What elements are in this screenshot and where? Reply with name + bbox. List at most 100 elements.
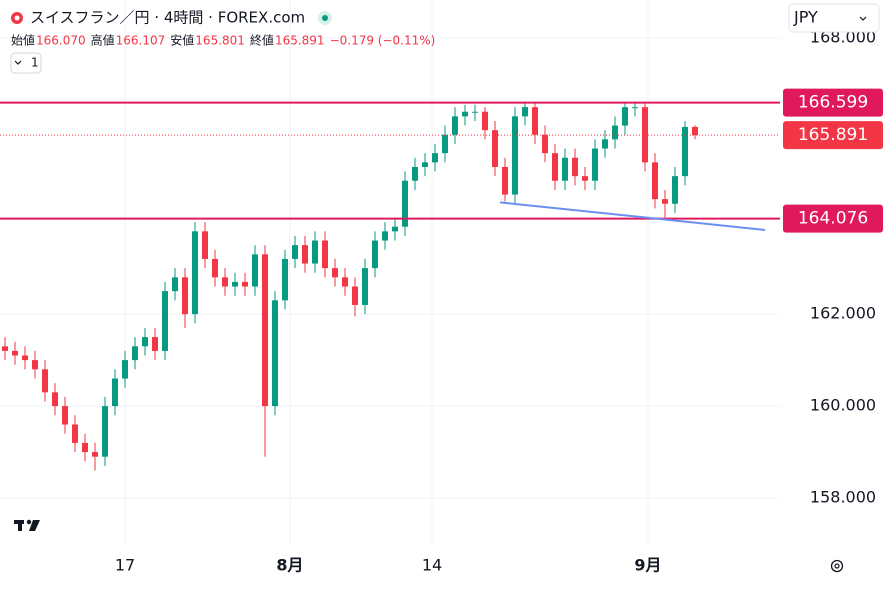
candle-body — [292, 245, 298, 259]
candle-body — [432, 153, 438, 163]
candle-body — [402, 180, 408, 227]
candle-body — [92, 452, 98, 457]
settings-icon[interactable] — [830, 559, 844, 573]
candle-body — [472, 111, 478, 113]
candle-body — [262, 254, 268, 407]
candle-body — [672, 176, 678, 204]
candle-body — [562, 157, 568, 181]
candle-body — [392, 226, 398, 232]
price-label: 166.599 — [798, 93, 868, 113]
candle-body — [232, 281, 238, 287]
ohlc-legend: 始値 166.070 高値 166.107 安値 165.801 終値 165.891 −0.1… — [11, 33, 435, 48]
trendline — [499, 201, 766, 231]
candle-body — [582, 176, 588, 181]
y-tick-label: 158.000 — [810, 488, 876, 507]
status-dot — [322, 15, 328, 21]
candle-body — [662, 199, 668, 204]
settings-icon-center — [834, 563, 840, 569]
candle-body — [412, 166, 418, 181]
logo-part — [18, 520, 22, 531]
candle-body — [632, 107, 638, 109]
candle-body — [442, 134, 448, 154]
candle-body — [452, 116, 458, 135]
ohlc-change: −0.179 (−0.11%) — [330, 34, 436, 48]
candle-body — [222, 277, 228, 287]
ohlc-value: 165.801 — [195, 34, 245, 48]
indicator-button[interactable] — [10, 52, 42, 74]
x-tick-label: 9月 — [634, 556, 661, 575]
candle-body — [172, 277, 178, 292]
y-tick-label: 160.000 — [810, 396, 876, 415]
candle-body — [362, 268, 368, 305]
candle-body — [652, 162, 658, 200]
x-tick-label: 14 — [422, 556, 442, 575]
candle-body — [162, 291, 168, 351]
ohlc-value: 165.891 — [275, 34, 325, 48]
candle-body — [32, 360, 38, 370]
candle-body — [332, 268, 338, 278]
candle-body — [212, 258, 218, 278]
price-label-box — [783, 88, 883, 117]
candle-body — [282, 258, 288, 301]
candle-body — [482, 111, 488, 131]
candle-body — [382, 231, 388, 241]
candle-body — [512, 116, 518, 195]
candle-body — [592, 148, 598, 181]
candle-body — [522, 107, 528, 117]
candle-body — [422, 162, 428, 167]
x-tick-label: 17 — [115, 556, 135, 575]
candle-body — [242, 281, 248, 287]
ohlc-value: 166.107 — [116, 34, 166, 48]
candle-body — [202, 231, 208, 259]
candle-body — [72, 424, 78, 443]
logo-part — [26, 519, 32, 525]
candle-body — [302, 245, 308, 264]
candle-body — [542, 134, 548, 154]
candle-body — [182, 277, 188, 315]
candle-body — [492, 130, 498, 167]
candle-body — [142, 337, 148, 347]
candle-body — [192, 231, 198, 315]
candle-body — [552, 153, 558, 181]
candle-body — [612, 125, 618, 140]
candle-body — [22, 355, 28, 361]
candle-body — [122, 360, 128, 379]
ohlc-label: 終値 — [250, 33, 274, 48]
tv-logo — [14, 519, 40, 531]
ohlc-label: 安値 — [170, 33, 194, 48]
candle-body — [622, 107, 628, 126]
currency-label: JPY — [793, 8, 818, 27]
candle-body — [62, 406, 68, 425]
candle-body — [102, 406, 108, 457]
candle-body — [252, 254, 258, 287]
ohlc-label: 高値 — [91, 33, 115, 48]
candle-body — [112, 378, 118, 407]
candle-body — [312, 240, 318, 264]
candle-body — [352, 286, 358, 305]
candle-body — [532, 107, 538, 135]
candle-body — [322, 240, 328, 269]
last-price-label: 165.891 — [798, 125, 868, 145]
overlay: 166.599 164.076 165.891 — [0, 88, 883, 233]
ohlc-value: 166.070 — [36, 34, 86, 48]
candle-body — [42, 369, 48, 393]
indicator-count: 1 — [31, 56, 39, 70]
candle-body — [152, 337, 158, 351]
currency-select[interactable] — [788, 3, 880, 33]
candle-body — [132, 346, 138, 361]
candle-body — [602, 139, 608, 149]
candle-body — [462, 111, 468, 117]
ohlc-label: 始値 — [11, 33, 35, 48]
chevron — [859, 16, 867, 21]
candle-body — [502, 166, 508, 195]
price-label: 164.076 — [798, 209, 868, 229]
y-tick-label: 162.000 — [810, 304, 876, 323]
candle-body — [52, 392, 58, 407]
logo-part — [29, 520, 40, 531]
candle-body — [682, 126, 688, 177]
marks — [2, 101, 698, 471]
candle-body — [572, 157, 578, 177]
